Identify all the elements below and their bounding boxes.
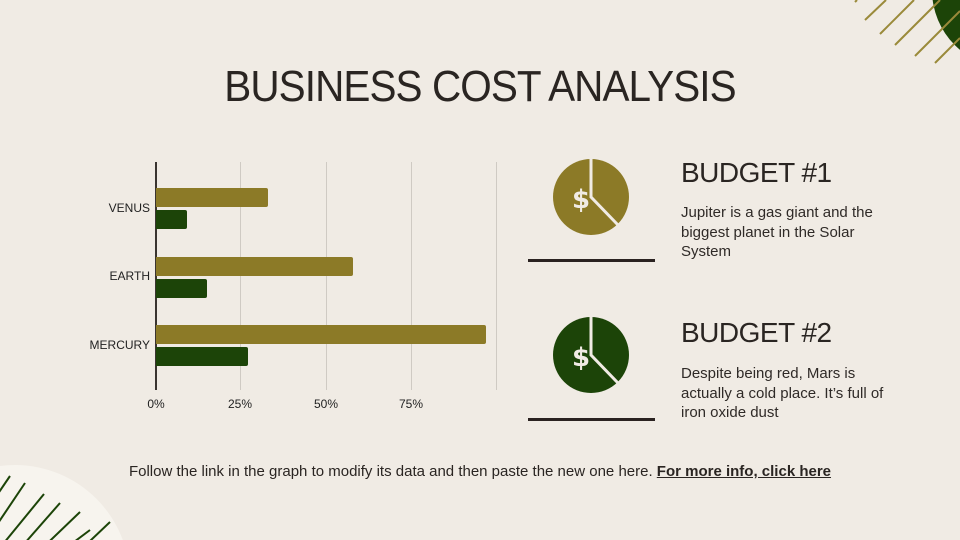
- x-tick-label: 75%: [398, 397, 424, 411]
- budget-2-description: Despite being red, Mars is actually a co…: [681, 365, 884, 421]
- budget-2-title: BUDGET #2: [681, 317, 832, 348]
- more-info-link[interactable]: For more info, click here: [656, 463, 832, 480]
- gridline-100: [496, 162, 497, 390]
- bottom-left-stripes: [0, 475, 111, 540]
- svg-text:$: $: [572, 343, 590, 373]
- bar-chart[interactable]: VENUS EARTH MERCURY 0% 25% 50% 75%: [0, 0, 520, 430]
- gridline-75: [411, 162, 412, 390]
- y-axis-line: [155, 162, 157, 390]
- bar-venus-budget2[interactable]: [156, 210, 187, 229]
- gridline-50: [326, 162, 327, 390]
- category-label: MERCURY: [89, 338, 150, 352]
- budget-1-title: BUDGET #1: [681, 157, 832, 188]
- category-label: VENUS: [108, 201, 150, 215]
- bar-venus-budget1[interactable]: [156, 188, 269, 207]
- page-title: BUSINESS COST ANALYSIS: [224, 62, 736, 111]
- bar-earth-budget1[interactable]: [156, 257, 354, 276]
- x-tick-label: 25%: [227, 397, 253, 411]
- divider: [528, 259, 655, 262]
- footer-text: Follow the link in the graph to modify i…: [128, 463, 657, 480]
- pie-chart-dollar-icon: $: [553, 316, 629, 393]
- divider: [528, 418, 655, 421]
- pie-chart-dollar-icon: $: [553, 158, 629, 235]
- gridline-25: [240, 162, 241, 390]
- bar-mercury-budget2[interactable]: [156, 347, 248, 366]
- x-tick-label: 0%: [147, 397, 165, 411]
- top-right-stripes: [854, 0, 960, 64]
- bar-mercury-budget1[interactable]: [156, 325, 486, 344]
- top-right-circle: [932, 0, 960, 50]
- footer-note: Follow the link in the graph to modify i…: [90, 462, 870, 482]
- bar-earth-budget2[interactable]: [156, 279, 207, 298]
- category-label: EARTH: [109, 269, 150, 283]
- x-tick-label: 50%: [313, 397, 339, 411]
- budget-1-description: Jupiter is a gas giant and the biggest p…: [681, 204, 873, 260]
- svg-text:$: $: [572, 185, 590, 215]
